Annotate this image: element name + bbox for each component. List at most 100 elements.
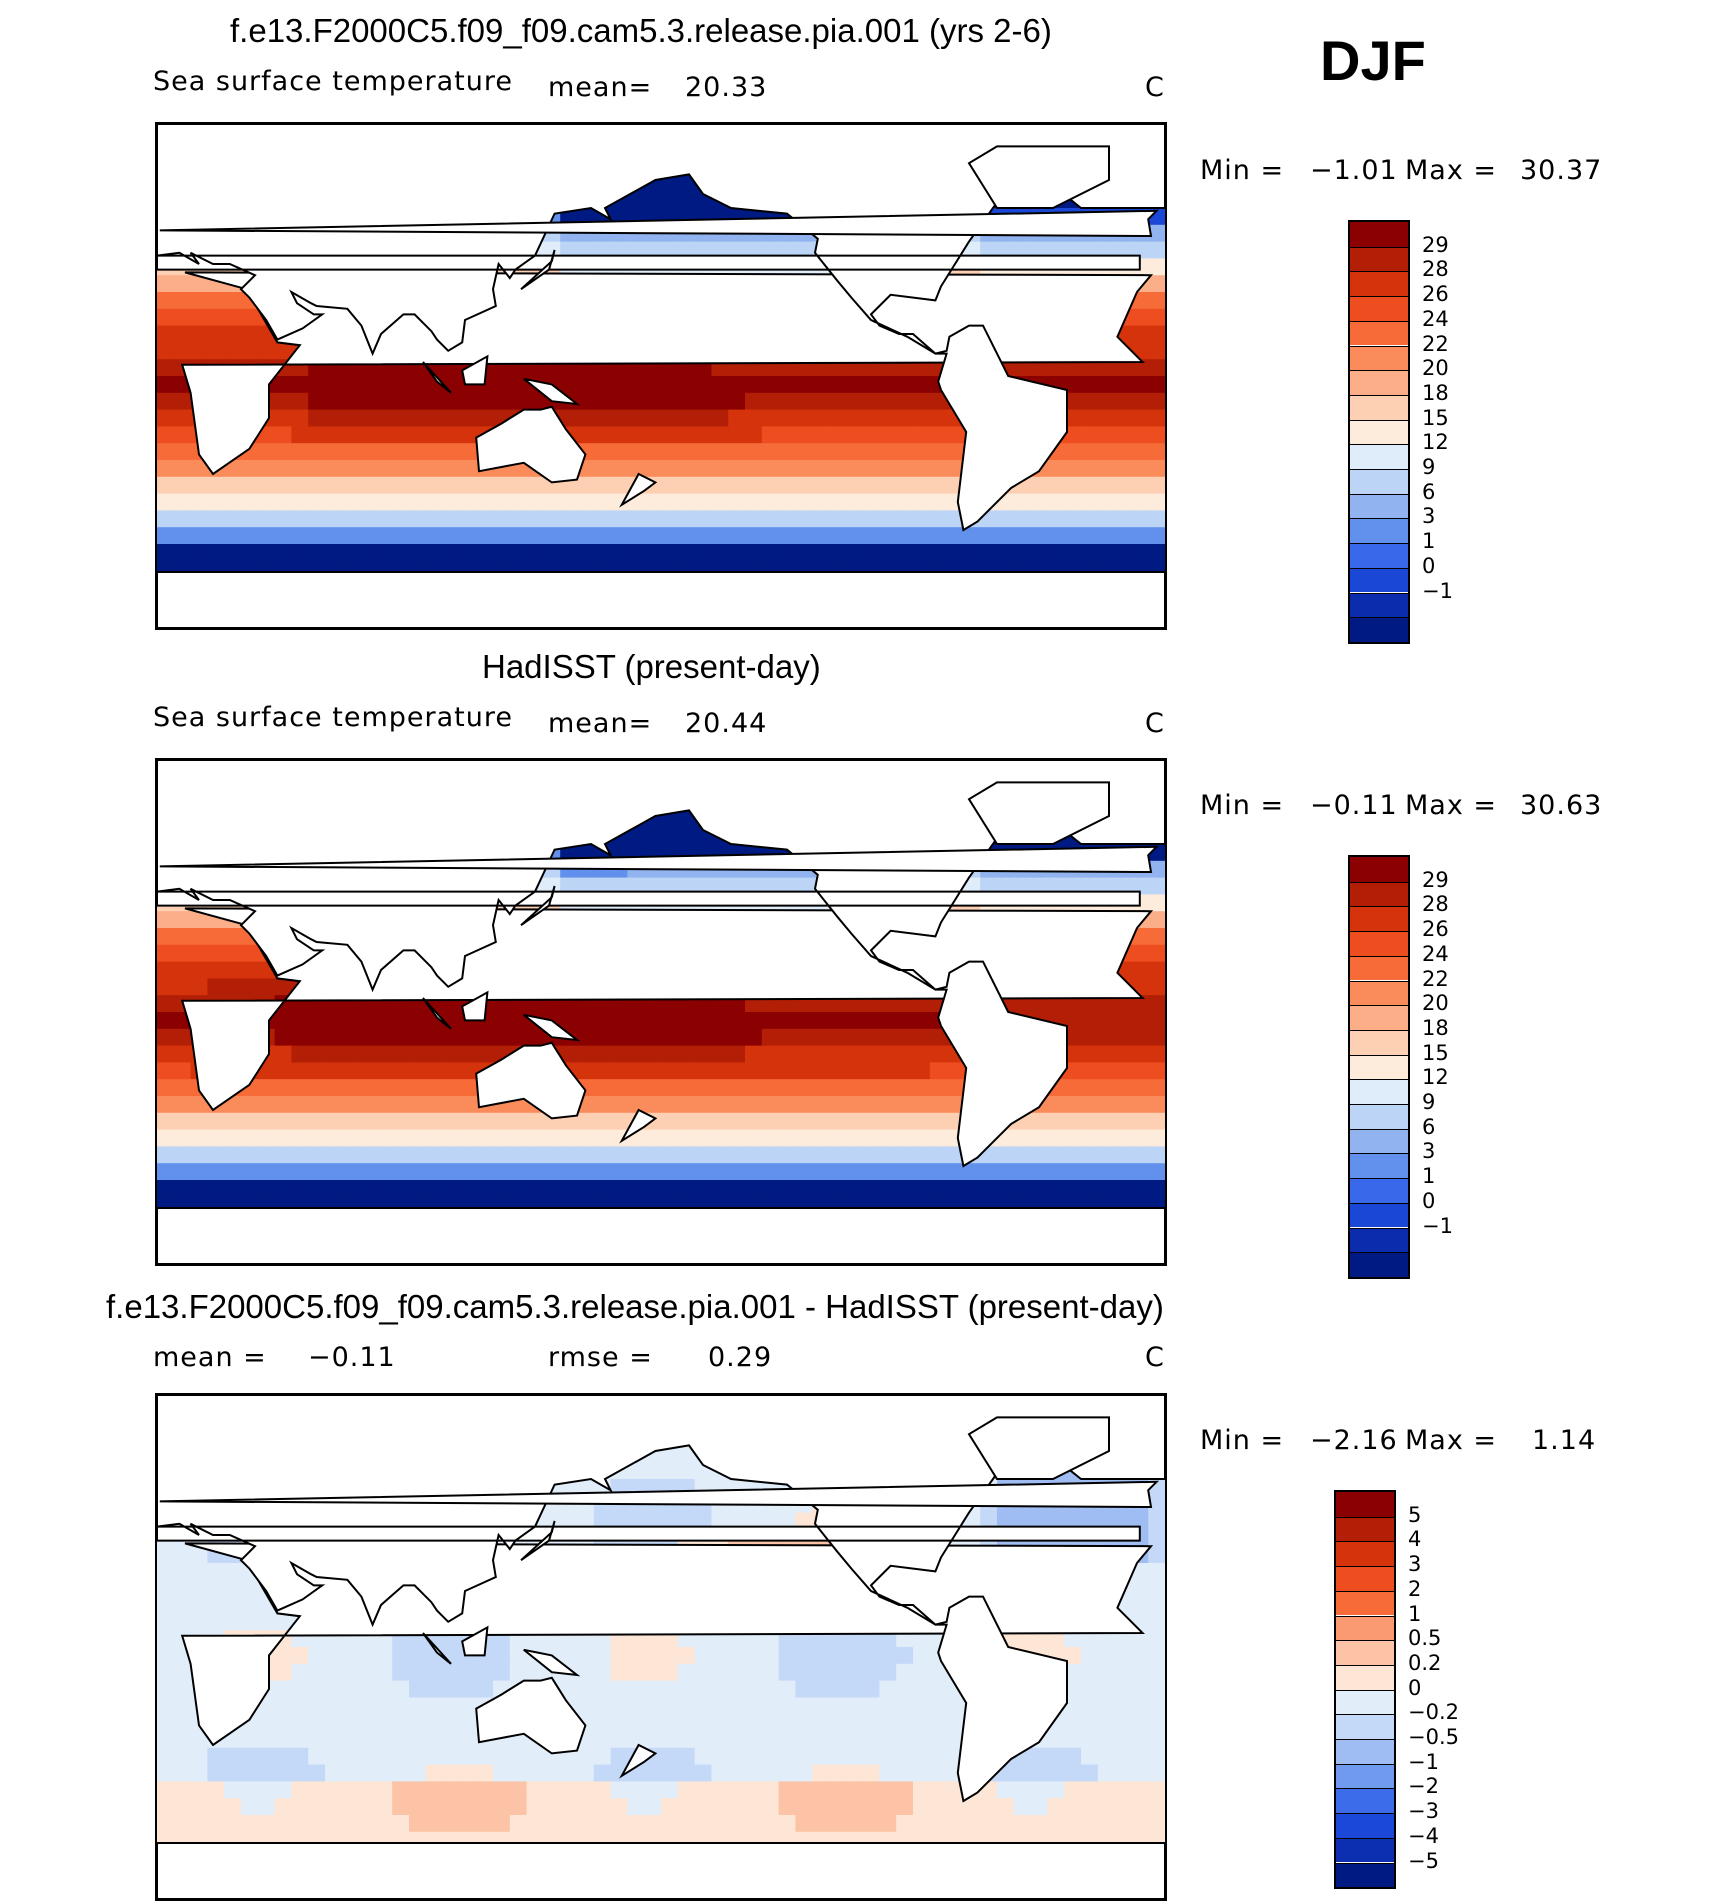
field-cell <box>291 1112 309 1131</box>
field-cell <box>1081 376 1099 394</box>
field-cell <box>644 409 662 428</box>
field-cell <box>644 1146 662 1164</box>
field-cell <box>1148 1546 1165 1564</box>
field-cell <box>711 1146 729 1164</box>
field-cell <box>728 1697 746 1715</box>
field-cell <box>341 1045 360 1064</box>
field-cell <box>1148 1714 1165 1732</box>
field-cell <box>929 1163 948 1181</box>
field-cell <box>644 527 662 545</box>
field-cell <box>241 342 259 360</box>
field-cell <box>610 1781 629 1799</box>
field-cell <box>157 544 175 562</box>
field-cell <box>627 827 645 845</box>
field-cell <box>795 1647 813 1665</box>
field-cell <box>274 342 293 360</box>
field-cell <box>1131 476 1149 495</box>
field-cell <box>341 443 360 461</box>
colorbar-tick-label: 24 <box>1422 941 1449 966</box>
field-cell <box>610 1129 629 1148</box>
field-cell <box>358 426 377 444</box>
field-cell <box>677 392 696 411</box>
field-cell <box>677 476 696 495</box>
colorbar-tick-label: 26 <box>1422 917 1449 942</box>
field-cell <box>375 1714 393 1732</box>
field-cell <box>241 1579 259 1598</box>
field-cell <box>896 1180 914 1198</box>
field-cell <box>526 1112 545 1131</box>
field-cell <box>711 426 729 444</box>
field-cell <box>745 1163 763 1181</box>
field-cell <box>778 1697 797 1715</box>
field-cell <box>526 1815 545 1833</box>
field-cell <box>274 1731 293 1749</box>
colorbar-swatch <box>1350 370 1408 395</box>
field-cell <box>560 1764 578 1783</box>
field-cell <box>190 1579 209 1598</box>
field-cell <box>207 944 225 963</box>
field-cell <box>157 1180 175 1198</box>
field-cell <box>1114 1028 1133 1047</box>
field-cell <box>476 1747 494 1766</box>
field-cell <box>1114 1012 1133 1030</box>
field-cell <box>1148 224 1165 243</box>
field-cell <box>593 544 612 562</box>
colorbar-swatch <box>1350 419 1408 445</box>
field-cell <box>325 426 343 444</box>
field-cell <box>963 1798 981 1816</box>
field-cell <box>1081 1630 1099 1648</box>
colorbar-tick-label: 12 <box>1422 430 1449 455</box>
field-cell <box>392 1096 410 1114</box>
field-cell <box>241 1798 259 1816</box>
colorbar-tick-label: 0 <box>1422 553 1436 578</box>
field-cell <box>274 392 293 411</box>
field-cell <box>392 476 410 495</box>
field-cell <box>795 1781 813 1799</box>
field-cell <box>442 476 461 495</box>
field-cell <box>476 1764 494 1783</box>
field-cell <box>694 1747 713 1766</box>
field-cell <box>1148 1697 1165 1715</box>
field-cell <box>896 1680 914 1699</box>
field-cell <box>341 1815 360 1833</box>
field-cell <box>711 1129 729 1148</box>
field-cell <box>1131 1663 1149 1682</box>
field-cell <box>728 1096 746 1114</box>
season-label: DJF <box>1320 29 1426 92</box>
field-cell <box>728 1079 746 1097</box>
field-cell <box>190 460 209 478</box>
field-cell <box>526 1146 545 1164</box>
land-outline <box>523 1013 581 1042</box>
field-cell <box>392 1798 410 1816</box>
field-cell <box>1064 460 1082 478</box>
field-cell <box>543 1180 561 1198</box>
field-cell <box>173 476 192 495</box>
field-cell <box>425 1680 444 1699</box>
field-cell <box>677 1112 696 1131</box>
field-cell <box>1131 1045 1149 1064</box>
field-cell <box>425 1146 444 1164</box>
field-cell <box>358 1781 377 1799</box>
panel2-min-value: −0.11 <box>1310 790 1398 821</box>
field-cell <box>1097 995 1116 1013</box>
field-cell <box>694 1163 713 1181</box>
field-cell <box>1097 376 1116 394</box>
field-cell <box>1013 1781 1032 1799</box>
field-cell <box>761 1697 780 1715</box>
colorbar-swatch <box>1350 246 1408 272</box>
field-cell <box>341 1180 360 1198</box>
field-cell <box>1131 1596 1149 1615</box>
field-cell <box>173 1146 192 1164</box>
colorbar-tick-label: 1 <box>1422 1164 1436 1189</box>
field-cell <box>610 1764 629 1783</box>
field-cell <box>190 527 209 545</box>
field-cell <box>1148 1129 1165 1148</box>
field-cell <box>207 1180 225 1198</box>
field-cell <box>711 376 729 394</box>
field-cell <box>157 1546 175 1564</box>
field-cell <box>829 1663 847 1682</box>
field-cell <box>409 1096 427 1114</box>
field-cell <box>1047 527 1065 545</box>
field-cell <box>274 1045 293 1064</box>
field-cell <box>1131 1731 1149 1749</box>
